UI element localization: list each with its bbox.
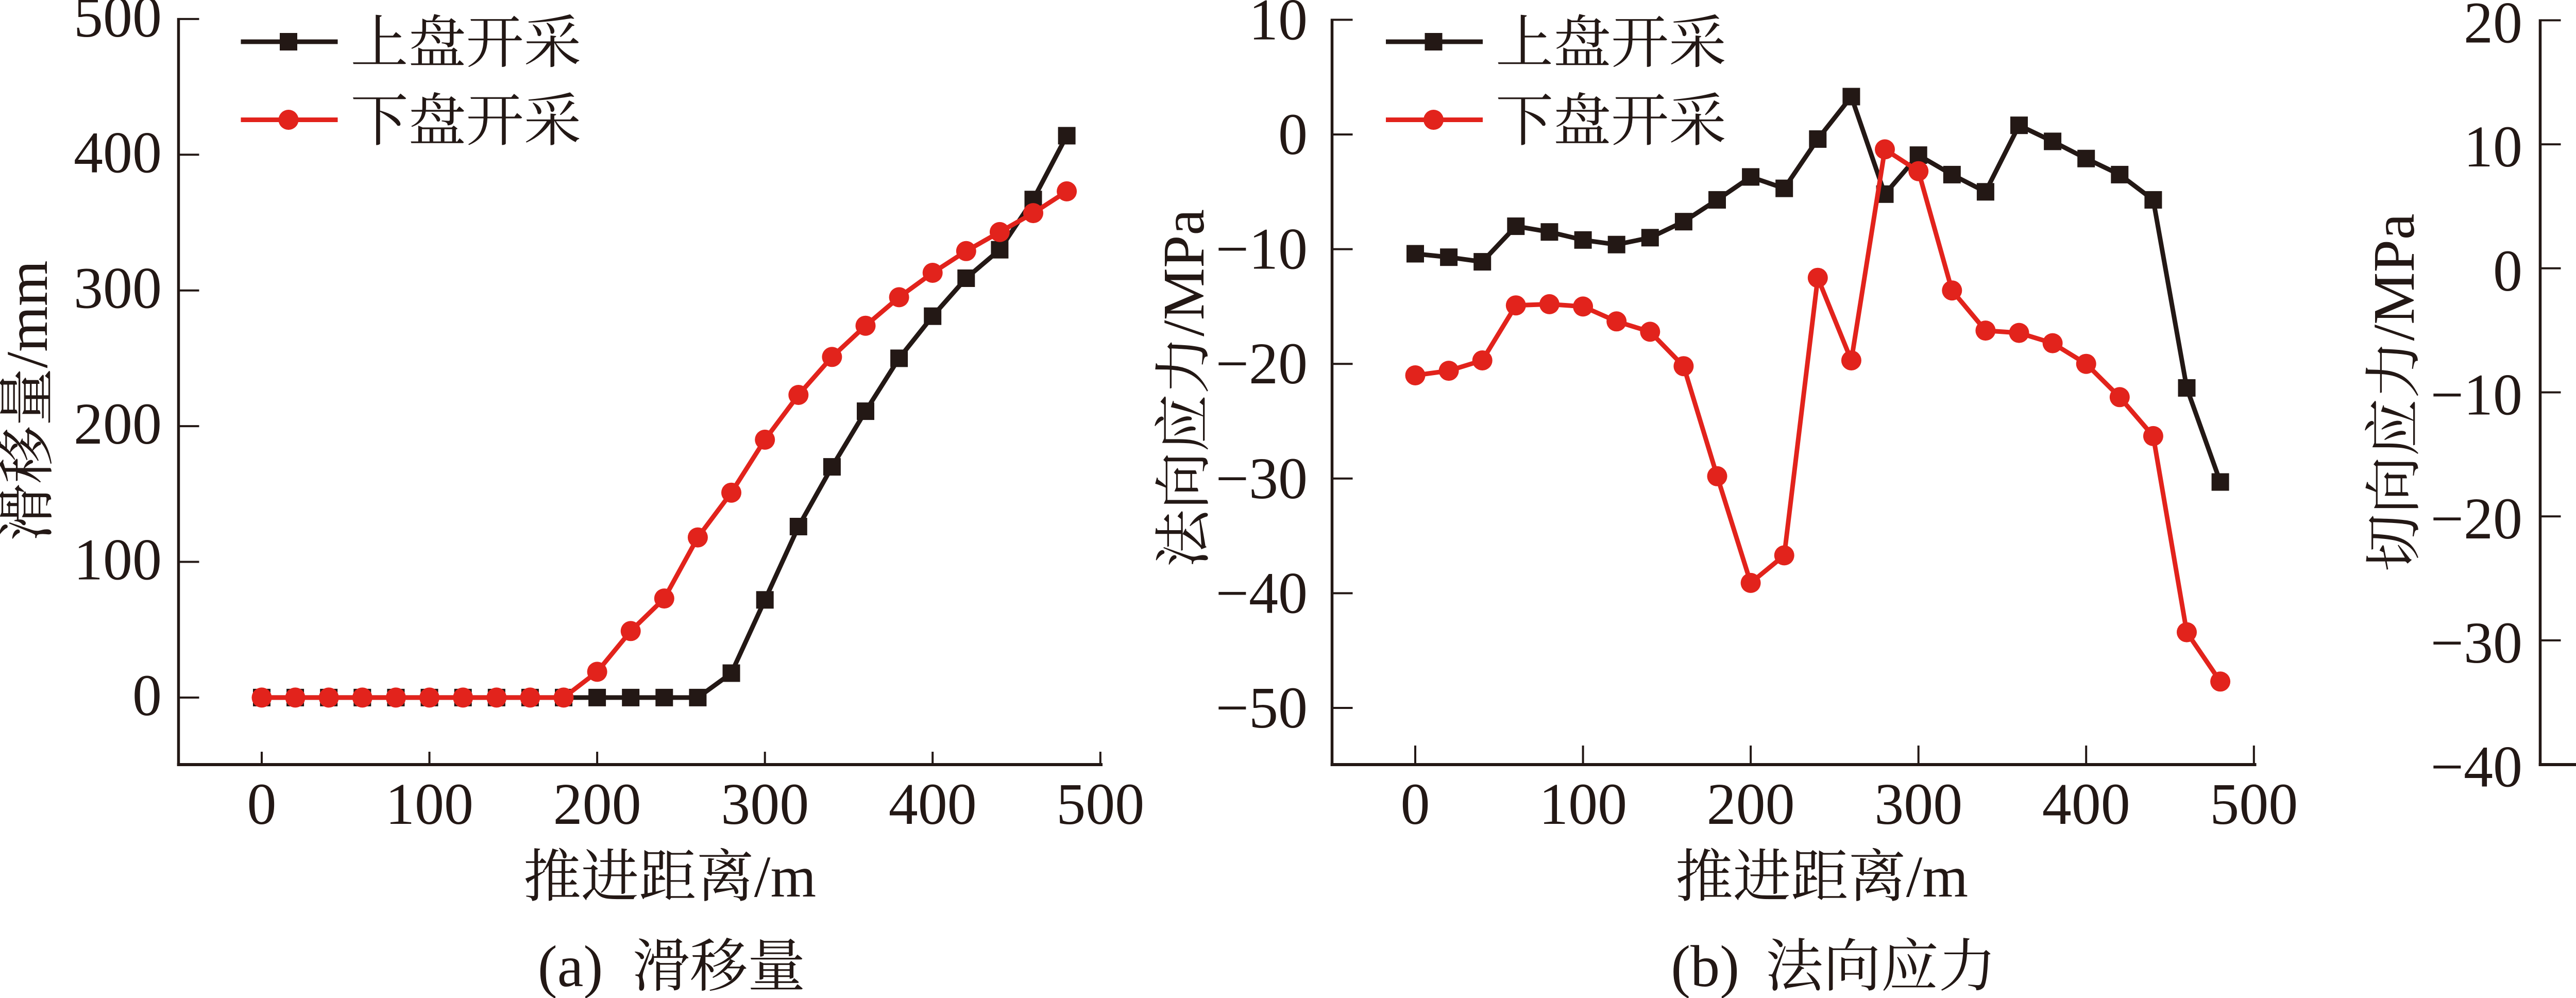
svg-text:−30: −30 bbox=[2431, 610, 2522, 675]
svg-text:500: 500 bbox=[74, 0, 162, 49]
svg-text:400: 400 bbox=[889, 771, 977, 837]
svg-text:−40: −40 bbox=[1216, 560, 1308, 625]
svg-text:300: 300 bbox=[721, 771, 809, 837]
svg-text:0: 0 bbox=[247, 771, 277, 837]
svg-text:/m: /m bbox=[754, 844, 816, 909]
svg-text:−40: −40 bbox=[2431, 734, 2522, 800]
svg-text:10: 10 bbox=[1249, 0, 1308, 52]
svg-text:−20: −20 bbox=[1216, 331, 1308, 396]
svg-text:/MPa: /MPa bbox=[1151, 209, 1216, 336]
svg-text:400: 400 bbox=[74, 120, 162, 185]
svg-text:0: 0 bbox=[132, 663, 162, 728]
svg-text:100: 100 bbox=[1539, 771, 1627, 837]
svg-text:300: 300 bbox=[1874, 771, 1962, 837]
svg-text:20: 20 bbox=[2464, 0, 2522, 55]
svg-text:−10: −10 bbox=[1216, 216, 1308, 282]
svg-text:0: 0 bbox=[1401, 771, 1430, 837]
svg-text:200: 200 bbox=[553, 771, 641, 837]
svg-text:−20: −20 bbox=[2431, 486, 2522, 551]
svg-text:500: 500 bbox=[1056, 771, 1144, 837]
svg-text:200: 200 bbox=[74, 391, 162, 456]
svg-text:300: 300 bbox=[74, 256, 162, 321]
svg-text:100: 100 bbox=[385, 771, 473, 837]
svg-text:10: 10 bbox=[2464, 114, 2522, 179]
svg-text:100: 100 bbox=[74, 527, 162, 593]
svg-text:0: 0 bbox=[1278, 102, 1308, 167]
svg-text:−30: −30 bbox=[1216, 446, 1308, 511]
svg-text:/m: /m bbox=[1906, 844, 1968, 909]
svg-text:(b): (b) bbox=[1671, 934, 1739, 998]
svg-text:0: 0 bbox=[2493, 238, 2522, 303]
svg-text:400: 400 bbox=[2042, 771, 2130, 837]
svg-text:500: 500 bbox=[2210, 771, 2298, 837]
svg-text:/mm: /mm bbox=[0, 260, 60, 368]
svg-text:−10: −10 bbox=[2431, 362, 2522, 428]
svg-text:200: 200 bbox=[1707, 771, 1795, 837]
svg-text:(a): (a) bbox=[538, 934, 603, 998]
svg-text:−50: −50 bbox=[1216, 675, 1308, 740]
svg-text:/MPa: /MPa bbox=[2361, 213, 2427, 341]
